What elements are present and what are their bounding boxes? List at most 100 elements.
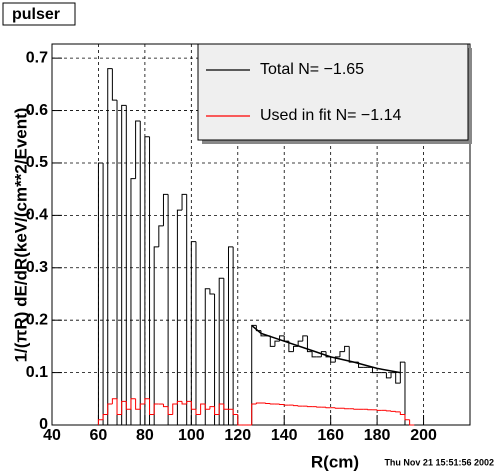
- histogram-bin: [144, 398, 150, 405]
- histogram-bin: [102, 162, 108, 426]
- histogram-bin: [367, 409, 373, 411]
- y-tick-label: 0.4: [26, 207, 48, 224]
- histogram-bin: [325, 407, 331, 409]
- histogram-bin: [311, 351, 317, 358]
- histogram-bin: [97, 419, 104, 425]
- histogram-bin: [116, 398, 122, 416]
- histogram-bin: [209, 406, 215, 410]
- timestamp: Thu Nov 21 15:51:56 2002: [384, 457, 494, 467]
- y-tick-label: 0.7: [26, 49, 48, 66]
- histogram-bin: [186, 400, 192, 405]
- histogram-bin: [330, 356, 336, 363]
- histogram-bin: [139, 403, 145, 410]
- fit-curve: [251, 324, 401, 374]
- histogram-bin: [376, 409, 382, 411]
- x-tick-label: 120: [224, 427, 251, 444]
- title-box: [2, 2, 76, 26]
- histogram-bin: [269, 335, 275, 347]
- histogram-bin: [218, 403, 224, 415]
- y-tick-label: 0.5: [26, 154, 48, 171]
- histogram-bin: [316, 406, 322, 408]
- histogram-bin: [135, 398, 141, 410]
- histogram-bin: [186, 194, 192, 426]
- histogram-bin: [265, 402, 271, 405]
- histogram-bin: [297, 340, 303, 347]
- x-tick-label: 160: [317, 427, 344, 444]
- y-tick-label: 0.3: [26, 259, 48, 276]
- histogram-bin: [107, 403, 113, 415]
- histogram-bin: [135, 120, 141, 179]
- histogram-bin: [227, 246, 234, 425]
- histogram-bin: [237, 414, 243, 426]
- y-tick-label: 0.1: [26, 364, 48, 381]
- histogram-bin: [121, 400, 127, 415]
- y-tick-label: 0.2: [26, 311, 48, 328]
- histogram-bin: [223, 278, 229, 426]
- histogram-bin: [139, 121, 145, 426]
- histogram-bin: [181, 401, 187, 405]
- histogram-bin: [283, 404, 289, 406]
- histogram-bin: [153, 246, 159, 425]
- histogram-bin: [158, 225, 164, 247]
- histogram-bin: [167, 194, 173, 426]
- histogram-bin: [111, 398, 118, 405]
- x-tick-label: 60: [90, 427, 108, 444]
- legend-label: Used in fit N= −1.14: [260, 107, 402, 124]
- histogram-bin: [214, 406, 220, 416]
- histogram-bin: [214, 293, 220, 426]
- histogram-bin: [353, 408, 359, 410]
- y-axis-label: 1/(πR) dE/dR(keV/(cm**2/Event): [11, 108, 30, 363]
- x-tick-label: 80: [136, 427, 154, 444]
- histogram-bin: [288, 341, 294, 353]
- histogram-bin: [232, 246, 238, 426]
- histogram-bin: [172, 403, 178, 415]
- legend-label: Total N= −1.65: [260, 61, 364, 78]
- x-tick-label: 200: [410, 427, 437, 444]
- histogram-bin: [306, 335, 313, 353]
- histogram-bin: [279, 404, 285, 406]
- histogram-bin: [404, 414, 410, 421]
- histogram-bin: [162, 404, 169, 408]
- histogram-bin: [255, 325, 261, 332]
- histogram-bin: [395, 372, 401, 384]
- histogram-bin: [181, 193, 187, 211]
- histogram-bin: [399, 411, 405, 416]
- legend-box: [197, 43, 469, 141]
- histogram-bin: [116, 100, 122, 426]
- histogram-bin: [390, 372, 396, 378]
- histogram-bin: [293, 405, 299, 407]
- histogram-bin: [149, 398, 155, 416]
- histogram-bin: [302, 335, 308, 342]
- histogram-bin: [404, 362, 410, 426]
- histogram-bin: [409, 419, 415, 426]
- histogram-bin: [149, 136, 155, 426]
- histogram-bin: [195, 409, 201, 416]
- histogram-bin: [385, 410, 392, 412]
- histogram-bin: [371, 367, 378, 374]
- histogram-bin: [130, 398, 136, 410]
- histogram-bin: [125, 401, 131, 410]
- histogram-bin: [204, 404, 210, 410]
- histogram-bin: [274, 340, 280, 347]
- y-tick-label: 0.6: [26, 102, 48, 119]
- histogram-bin: [125, 105, 131, 426]
- histogram-bin: [390, 410, 396, 412]
- histogram-bin: [251, 403, 257, 425]
- histogram-bin: [209, 288, 215, 295]
- x-tick-label: 100: [178, 427, 205, 444]
- y-tick-label: 0: [39, 416, 48, 433]
- histogram-bin: [293, 345, 299, 352]
- histogram-bin: [223, 404, 229, 410]
- histogram-bin: [162, 193, 169, 226]
- histogram-bin: [395, 411, 401, 413]
- histogram-bin: [97, 162, 104, 425]
- histogram-bin: [176, 400, 183, 405]
- histogram-bin: [334, 407, 340, 409]
- histogram-bin: [190, 241, 196, 425]
- x-tick-label: 140: [271, 427, 298, 444]
- x-tick-label: 180: [364, 427, 391, 444]
- histogram-bin: [344, 408, 350, 410]
- histogram-bin: [232, 409, 238, 416]
- histogram-bin: [111, 68, 118, 101]
- histogram-bin: [190, 401, 196, 410]
